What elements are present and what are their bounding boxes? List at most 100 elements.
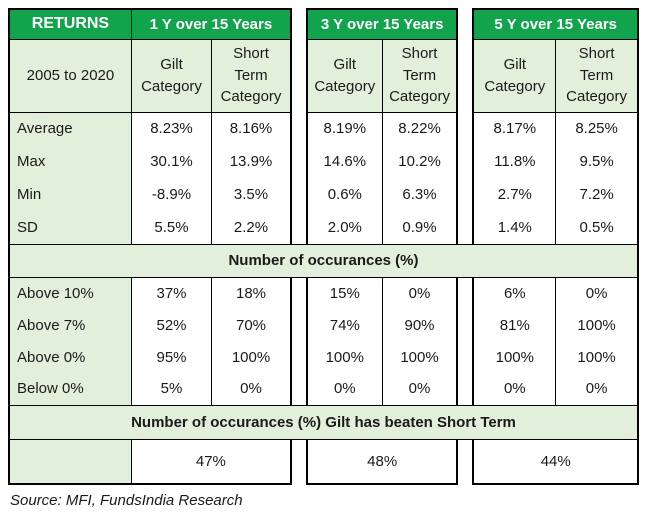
stat-label: SD [7, 211, 132, 244]
beaten-band-title: Number of occurances (%) Gilt has beaten… [8, 404, 639, 440]
occ-value: 70% [211, 309, 292, 341]
stat-label: Min [7, 178, 132, 211]
col-header-short-3y: Short Term Category [381, 38, 458, 112]
occ-value: 100% [555, 309, 640, 341]
header-row: RETURNS 1 Y over 15 Years 3 Y over 15 Ye… [7, 8, 639, 39]
group-gap [289, 439, 308, 484]
col-header-gilt-5y: Gilt Category [472, 38, 557, 112]
stat-value: 2.2% [211, 211, 292, 244]
occ-value: 0% [555, 373, 640, 405]
beaten-values-row: 47% 48% 44% [7, 439, 639, 485]
stat-value: 0.6% [306, 178, 383, 211]
stat-value: 8.22% [381, 111, 458, 145]
group-gap [456, 211, 475, 244]
stat-row-min: Min -8.9% 3.5% 0.6% 6.3% 2.7% 7.2% [7, 178, 640, 211]
group-gap [456, 373, 475, 405]
group-gap [289, 9, 308, 39]
occ-row-below0: Below 0% 5% 0% 0% 0% 0% 0% [7, 373, 640, 405]
stat-value: 8.23% [130, 111, 213, 145]
stat-value: 0.9% [381, 211, 458, 244]
stat-value: 8.17% [472, 111, 557, 145]
col-header-gilt-3y: Gilt Category [306, 38, 383, 112]
group-gap [456, 112, 475, 145]
occ-value: 15% [306, 277, 383, 309]
col-header-short-5y: Short Term Category [555, 38, 640, 112]
stat-value: 2.7% [472, 178, 557, 211]
stat-row-average: Average 8.23% 8.16% 8.19% 8.22% 8.17% 8.… [7, 111, 640, 145]
occ-label: Above 7% [7, 309, 132, 341]
group-gap [456, 277, 475, 309]
group-gap [456, 341, 475, 373]
occ-value: 37% [130, 277, 213, 309]
group-gap [289, 373, 308, 405]
occ-value: 100% [381, 341, 458, 373]
occ-value: 100% [306, 341, 383, 373]
stat-value: 11.8% [472, 145, 557, 178]
occ-value: 0% [472, 373, 557, 405]
occ-row-above0: Above 0% 95% 100% 100% 100% 100% 100% [7, 341, 640, 373]
occ-value: 0% [381, 277, 458, 309]
beaten-value-3y: 48% [306, 439, 458, 485]
group-gap [289, 309, 308, 341]
stat-label: Average [7, 111, 132, 145]
occ-value: 90% [381, 309, 458, 341]
stat-row-max: Max 30.1% 13.9% 14.6% 10.2% 11.8% 9.5% [7, 145, 640, 178]
group-gap [289, 145, 308, 178]
occ-value: 5% [130, 373, 213, 405]
occ-value: 0% [306, 373, 383, 405]
group-gap [456, 178, 475, 211]
occ-row-above7: Above 7% 52% 70% 74% 90% 81% 100% [7, 309, 640, 341]
group-gap [456, 39, 475, 112]
group-gap [289, 277, 308, 309]
stat-value: 3.5% [211, 178, 292, 211]
returns-table: RETURNS 1 Y over 15 Years 3 Y over 15 Ye… [7, 8, 640, 485]
occurrences-band-title: Number of occurances (%) [8, 243, 639, 278]
col-header-short-1y: Short Term Category [211, 38, 292, 112]
group-gap [289, 39, 308, 112]
occ-value: 100% [555, 341, 640, 373]
stat-value: 14.6% [306, 145, 383, 178]
occ-value: 0% [381, 373, 458, 405]
beaten-band-row: Number of occurances (%) Gilt has beaten… [8, 404, 639, 440]
group-gap [289, 112, 308, 145]
group-gap [456, 145, 475, 178]
stat-value: 9.5% [555, 145, 640, 178]
occ-value: 74% [306, 309, 383, 341]
occ-value: 81% [472, 309, 557, 341]
stat-value: 10.2% [381, 145, 458, 178]
occ-value: 100% [472, 341, 557, 373]
stat-value: 1.4% [472, 211, 557, 244]
stat-value: 7.2% [555, 178, 640, 211]
returns-title-cell: RETURNS [7, 8, 132, 39]
occ-value: 6% [472, 277, 557, 309]
group-header-1y: 1 Y over 15 Years [130, 8, 292, 39]
occ-label: Above 0% [7, 341, 132, 373]
stat-row-sd: SD 5.5% 2.2% 2.0% 0.9% 1.4% 0.5% [7, 211, 640, 244]
stat-value: 5.5% [130, 211, 213, 244]
stat-value: 6.3% [381, 178, 458, 211]
group-gap [289, 341, 308, 373]
occ-value: 95% [130, 341, 213, 373]
stat-value: 8.19% [306, 111, 383, 145]
beaten-value-5y: 44% [472, 439, 639, 485]
group-gap [289, 211, 308, 244]
beaten-empty-label-cell [7, 439, 132, 485]
source-note: Source: MFI, FundsIndia Research [10, 492, 243, 509]
occ-label: Above 10% [7, 277, 132, 309]
stat-value: 30.1% [130, 145, 213, 178]
stat-value: -8.9% [130, 178, 213, 211]
stat-value: 13.9% [211, 145, 292, 178]
occ-label: Below 0% [7, 373, 132, 405]
group-header-3y: 3 Y over 15 Years [306, 8, 458, 39]
beaten-value-1y: 47% [130, 439, 292, 485]
period-cell: 2005 to 2020 [7, 38, 132, 112]
group-gap [289, 178, 308, 211]
occ-value: 52% [130, 309, 213, 341]
group-gap [456, 309, 475, 341]
occurrences-band-row: Number of occurances (%) [8, 243, 639, 278]
stat-value: 8.25% [555, 111, 640, 145]
subheader-row: 2005 to 2020 Gilt Category Short Term Ca… [7, 38, 640, 112]
occ-value: 100% [211, 341, 292, 373]
stat-value: 2.0% [306, 211, 383, 244]
